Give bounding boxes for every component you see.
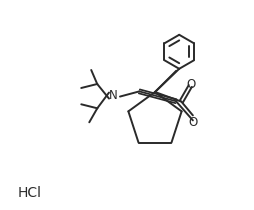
Text: O: O: [188, 116, 198, 129]
Text: HCl: HCl: [18, 186, 42, 200]
Text: N: N: [109, 89, 117, 102]
Text: O: O: [187, 79, 196, 92]
